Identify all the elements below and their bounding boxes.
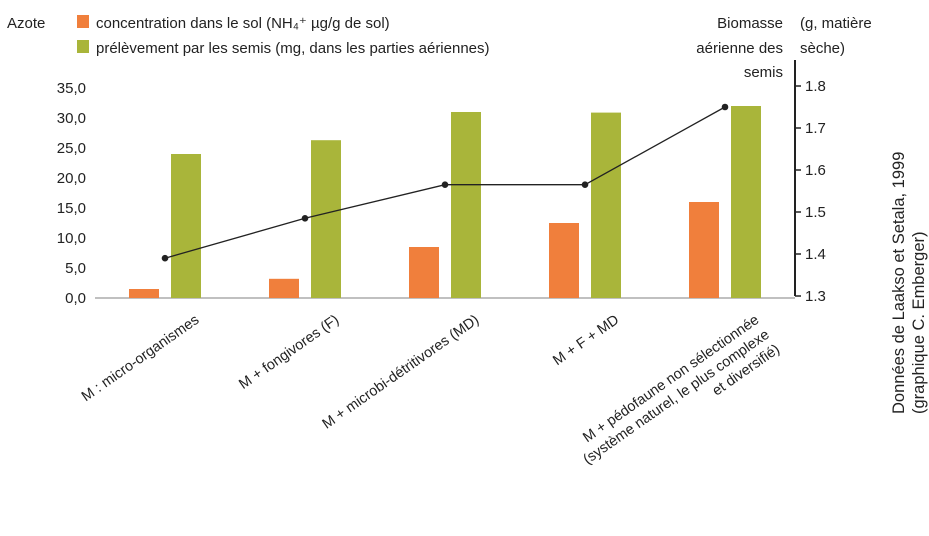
y-right-tick-label: 1.3 <box>805 288 826 305</box>
y-left-tick-label: 5,0 <box>65 260 86 277</box>
biomass-point <box>721 103 729 111</box>
y-left-tick-label: 0,0 <box>65 290 86 307</box>
right-axis-label-line: Biomasse <box>717 15 783 32</box>
biomass-point <box>581 181 589 188</box>
legend: Azote concentration dans le sol (NH₄⁺ µg… <box>7 15 490 57</box>
plot-area: 0,0 5,0 10,0 15,0 20,0 25,0 30,0 35,0 1.3 1.4 1.5 1… <box>57 60 826 468</box>
bar-concentration <box>549 223 579 298</box>
category-label: M + F + MD <box>550 312 622 369</box>
bar-prelevement <box>451 112 481 298</box>
bar-prelevement <box>731 106 761 298</box>
bar-concentration <box>409 247 439 298</box>
bar-concentration <box>129 289 159 298</box>
y-right-tick-label: 1.6 <box>805 162 826 179</box>
biomass-point <box>301 215 309 222</box>
right-axis-unit-line: sèche) <box>800 40 845 57</box>
legend-prefix: Azote <box>7 15 45 32</box>
bar-prelevement <box>591 112 621 298</box>
category-label-line: M + fongivores (F) <box>236 312 342 393</box>
biomass-point <box>161 254 169 262</box>
y-left-tick-label: 30,0 <box>57 110 86 127</box>
source-credit: Données de Laakso et Setala, 1999 (graph… <box>890 152 928 414</box>
bar-concentration <box>269 278 299 298</box>
legend-swatch-prelevement <box>77 40 89 53</box>
biomass-point <box>441 181 449 188</box>
category-label: M : micro-organismes <box>79 312 202 405</box>
y-left-tick-label: 25,0 <box>57 140 86 157</box>
legend-label-prelevement: prélèvement par les semis (mg, dans les … <box>96 40 490 57</box>
category-label-line: M + microbi-détritivores (MD) <box>320 312 483 433</box>
right-axis-unit-line: (g, matière <box>800 15 872 32</box>
y-left-tick-label: 20,0 <box>57 170 86 187</box>
legend-label-concentration: concentration dans le sol (NH₄⁺ µg/g de … <box>96 15 390 32</box>
category-label-line: M + F + MD <box>550 312 622 369</box>
bar-concentration <box>689 202 719 298</box>
y-right-tick-label: 1.8 <box>805 78 826 95</box>
right-axis-title: Biomasse aérienne des semis (g, matière … <box>696 15 871 81</box>
y-right-tick-label: 1.4 <box>805 246 826 263</box>
y-left-tick-label: 10,0 <box>57 230 86 247</box>
source-line: Données de Laakso et Setala, 1999 <box>890 152 908 414</box>
category-label-line: M : micro-organismes <box>79 312 202 405</box>
y-left-tick-label: 15,0 <box>57 200 86 217</box>
bar-prelevement <box>311 140 341 298</box>
legend-swatch-concentration <box>77 15 89 28</box>
y-right-tick-label: 1.5 <box>805 204 826 221</box>
category-label-line: (système naturel, le plus complexe <box>580 327 772 468</box>
right-axis-label-line: semis <box>744 64 783 81</box>
category-label: M + microbi-détritivores (MD) <box>320 312 483 433</box>
category-label: M + fongivores (F) <box>236 312 342 393</box>
y-right-tick-label: 1.7 <box>805 120 826 137</box>
y-left-tick-label: 35,0 <box>57 80 86 97</box>
bar-prelevement <box>171 154 201 298</box>
source-line: (graphique C. Emberger) <box>910 232 928 415</box>
right-axis-label-line: aérienne des <box>696 40 783 57</box>
